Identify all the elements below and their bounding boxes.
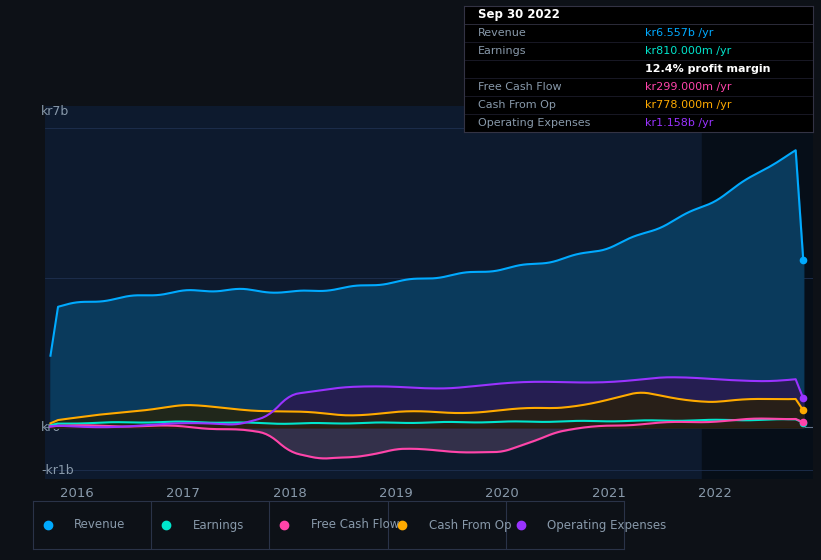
Text: kr6.557b /yr: kr6.557b /yr (645, 27, 713, 38)
Text: Operating Expenses: Operating Expenses (478, 118, 590, 128)
Text: Free Cash Flow: Free Cash Flow (478, 82, 562, 92)
Text: 12.4% profit margin: 12.4% profit margin (645, 64, 771, 73)
Text: Revenue: Revenue (74, 519, 126, 531)
Text: Cash From Op: Cash From Op (478, 100, 556, 110)
Text: Free Cash Flow: Free Cash Flow (310, 519, 399, 531)
Text: -kr1b: -kr1b (41, 464, 74, 477)
Text: Earnings: Earnings (478, 45, 526, 55)
Text: kr299.000m /yr: kr299.000m /yr (645, 82, 732, 92)
Text: kr810.000m /yr: kr810.000m /yr (645, 45, 732, 55)
Text: kr7b: kr7b (41, 105, 70, 118)
Text: Revenue: Revenue (478, 27, 526, 38)
Text: Earnings: Earnings (192, 519, 244, 531)
Text: Operating Expenses: Operating Expenses (547, 519, 667, 531)
Text: Cash From Op: Cash From Op (429, 519, 511, 531)
Text: kr1.158b /yr: kr1.158b /yr (645, 118, 713, 128)
Text: kr0: kr0 (41, 421, 62, 434)
Bar (702, 106, 813, 479)
Text: Sep 30 2022: Sep 30 2022 (478, 8, 560, 21)
Text: kr778.000m /yr: kr778.000m /yr (645, 100, 732, 110)
